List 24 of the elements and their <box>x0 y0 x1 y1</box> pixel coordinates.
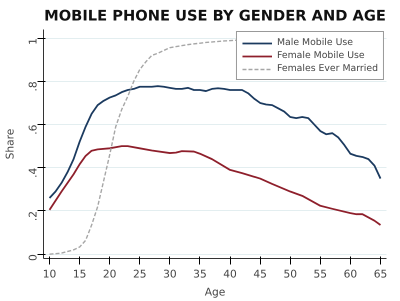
x-tick-label: 65 <box>374 268 388 280</box>
x-tick-label: 20 <box>102 268 117 280</box>
y-tick-label: .8 <box>26 81 40 92</box>
y-tick-label: 0 <box>26 254 40 261</box>
x-tick-label: 40 <box>223 268 238 280</box>
x-tick-label: 10 <box>42 268 57 280</box>
x-tick-label: 15 <box>72 268 86 280</box>
x-tick-label: 60 <box>344 268 358 280</box>
y-axis-title: Share <box>4 128 16 160</box>
x-axis-title: Age <box>204 286 226 298</box>
x-tick-label: 25 <box>133 268 147 280</box>
legend-label: Female Mobile Use <box>276 50 365 61</box>
chart-title: MOBILE PHONE USE BY GENDER AND AGE <box>44 8 386 24</box>
y-tick-label: 1 <box>26 38 40 45</box>
x-tick-label: 35 <box>193 268 207 280</box>
legend-label: Females Ever Married <box>276 63 378 74</box>
legend-label: Male Mobile Use <box>276 37 354 48</box>
x-tick-label: 50 <box>283 268 298 280</box>
x-tick-label: 45 <box>253 268 267 280</box>
x-tick-label: 30 <box>163 268 177 280</box>
x-tick-label: 55 <box>314 268 328 280</box>
y-tick-label: .6 <box>26 124 40 135</box>
y-tick-label: .4 <box>26 168 40 178</box>
y-tick-label: .2 <box>26 210 40 222</box>
